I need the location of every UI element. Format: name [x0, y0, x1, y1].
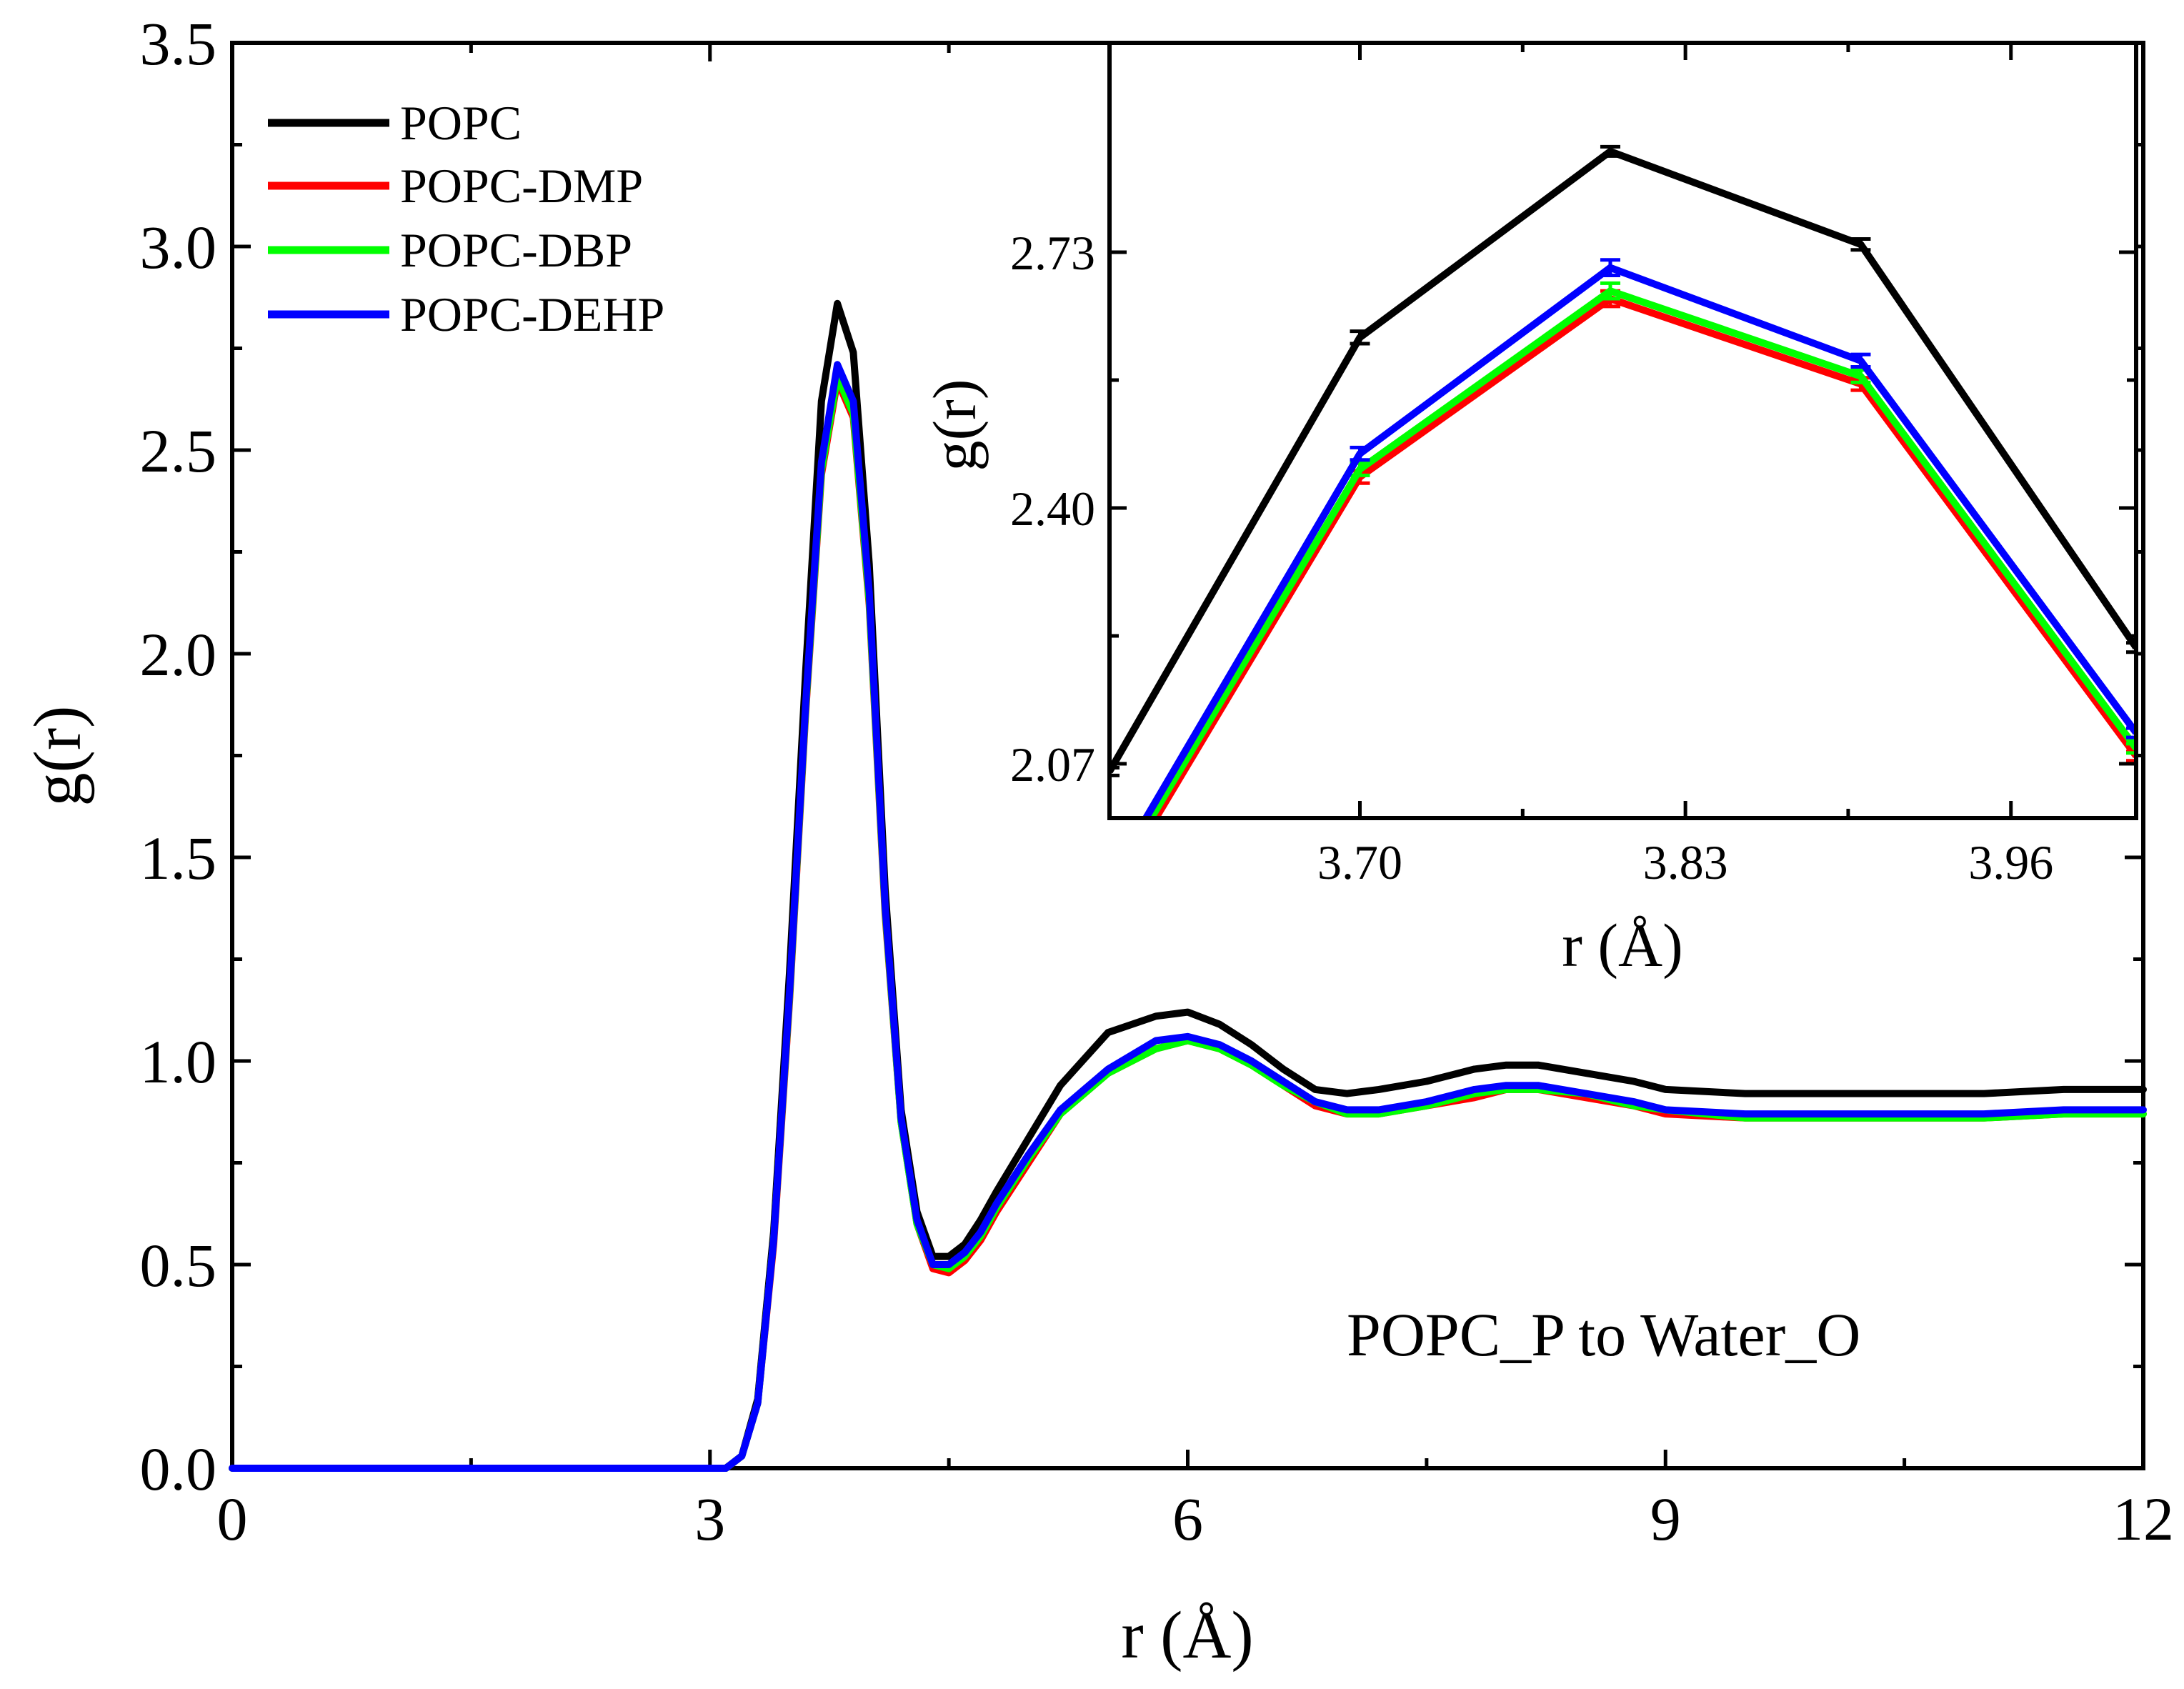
inset-chart: 3.70 3.83 3.96 2.07 2.40 2.73 r (Å) g(r)	[920, 41, 2138, 980]
main-y-tick-label: 1.0	[140, 1027, 217, 1096]
main-y-tick-label: 1.5	[140, 824, 217, 892]
legend-label-popc-dehp: POPC-DEHP	[400, 287, 664, 342]
inset-y-tick-label: 2.73	[1010, 226, 1095, 280]
inset-y-axis-label: g(r)	[920, 379, 989, 472]
legend-label-popc: POPC	[400, 96, 522, 150]
inset-error-bar-popc	[1350, 329, 1370, 346]
main-series-line-popc	[229, 299, 2147, 1472]
main-y-tick-label: 0.0	[140, 1435, 217, 1503]
legend: POPC POPC-DMP POPC-DBP POPC-DEHP	[268, 96, 664, 342]
main-x-axis-label: r (Å)	[1121, 1598, 1253, 1673]
inset-error-bar-popc	[1600, 144, 1620, 158]
main-x-tick-label: 6	[1172, 1485, 1203, 1553]
inset-error-bar-popc	[2126, 641, 2136, 654]
inset-series-group	[1100, 144, 2136, 900]
main-tick-labels: 0 3 6 9 12 0.0 0.5 1.0 1.5 2.0 2.5 3.0 3.5	[140, 9, 2175, 1553]
main-chart: 0 3 6 9 12 0.0 0.5 1.0 1.5 2.0 2.5 3.0 3.5 r (Å) g(r…	[21, 9, 2174, 1673]
inset-error-bar-popc-dbp	[1600, 281, 1620, 301]
main-annotation: POPC_P to Water_O	[1347, 1300, 1860, 1369]
inset-error-bar-popc	[1110, 765, 1120, 777]
inset-error-bar-popc-dehp	[1100, 876, 1120, 884]
inset-error-bar-popc-dehp	[1350, 445, 1370, 462]
inset-x-tick-label: 3.70	[1317, 835, 1402, 890]
main-series-group	[229, 299, 2147, 1472]
inset-axis-ticks	[1110, 43, 2136, 818]
inset-error-bar-popc-dehp	[1850, 352, 1871, 369]
inset-x-axis-label: r (Å)	[1562, 911, 1683, 980]
legend-label-popc-dbp: POPC-DBP	[400, 223, 632, 277]
main-x-tick-label: 0	[217, 1485, 248, 1553]
main-y-tick-label: 3.5	[140, 9, 217, 78]
main-series-line-popc-dehp	[229, 361, 2147, 1472]
main-y-axis-label: g(r)	[21, 706, 95, 807]
main-x-tick-label: 3	[694, 1485, 725, 1553]
main-y-tick-label: 3.0	[140, 213, 217, 282]
inset-error-bar-popc-dbp	[1100, 884, 1120, 892]
inset-background	[1110, 43, 2136, 818]
inset-x-tick-label: 3.83	[1643, 835, 1728, 890]
inset-plot-frame	[1107, 41, 2138, 820]
inset-error-bar-popc-dehp	[1600, 258, 1620, 277]
inset-x-tick-label: 3.96	[1968, 835, 2053, 890]
main-x-tick-label: 9	[1650, 1485, 1681, 1553]
main-y-tick-label: 2.0	[140, 620, 217, 689]
inset-error-bar-popc-dmp	[1100, 892, 1120, 900]
main-x-tick-label: 12	[2113, 1485, 2174, 1553]
inset-y-tick-label: 2.07	[1010, 737, 1095, 792]
inset-error-bar-popc-dehp	[2126, 726, 2136, 739]
main-y-tick-label: 2.5	[140, 417, 217, 485]
inset-error-bar-popc	[1850, 237, 1871, 252]
inset-y-tick-label: 2.40	[1010, 482, 1095, 536]
legend-label-popc-dmp: POPC-DMP	[400, 159, 643, 213]
inset-tick-labels: 3.70 3.83 3.96 2.07 2.40 2.73	[1010, 226, 2053, 890]
inset-error-bar-popc-dbp	[2126, 742, 2136, 755]
main-y-tick-label: 0.5	[140, 1231, 217, 1300]
